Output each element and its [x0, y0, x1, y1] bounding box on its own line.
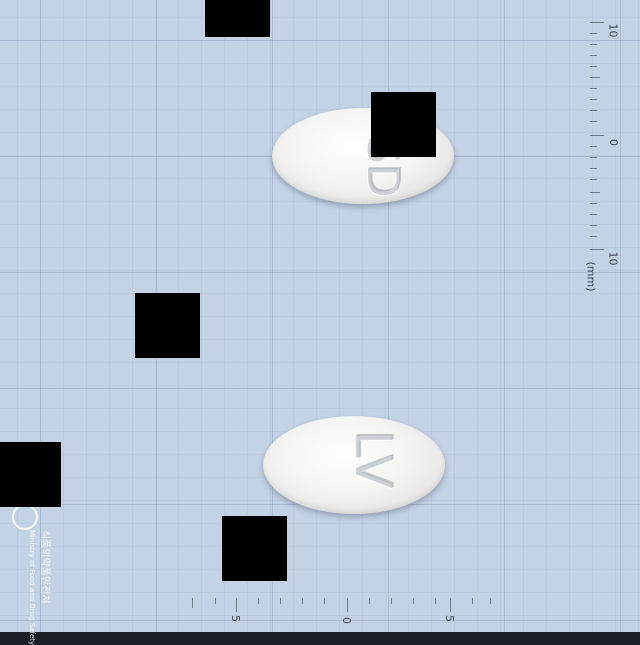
watermark: 식품의약품안전처 Ministry of Food and Drug Safet…: [26, 530, 50, 645]
vertical-ruler: 10 0 10 (mm): [580, 20, 630, 300]
ruler-label-v-zero: 0: [607, 139, 620, 146]
pill-bottom-imprint: LV: [344, 430, 402, 491]
horizontal-ruler: 5 0 5: [180, 590, 500, 630]
redaction-box-1: [205, 0, 270, 37]
watermark-subtitle: Ministry of Food and Drug Safety: [28, 530, 36, 645]
ruler-label-v-bottom: 10: [606, 251, 620, 266]
ministry-logo-icon: [12, 504, 38, 530]
ruler-label-h-zero: 0: [340, 617, 353, 624]
redaction-box-4: [0, 442, 61, 507]
image-border: [0, 632, 640, 640]
watermark-title: 식품의약품안전처: [39, 530, 50, 604]
ruler-label-h-left: 5: [229, 615, 242, 622]
ruler-label-h-right: 5: [443, 615, 456, 622]
redaction-box-2: [371, 92, 436, 157]
ruler-label-v-top: 10: [606, 23, 620, 38]
pill-bottom: [263, 416, 445, 514]
ruler-unit-label: (mm): [584, 261, 598, 292]
redaction-box-5: [222, 516, 287, 581]
redaction-box-3: [135, 293, 200, 358]
